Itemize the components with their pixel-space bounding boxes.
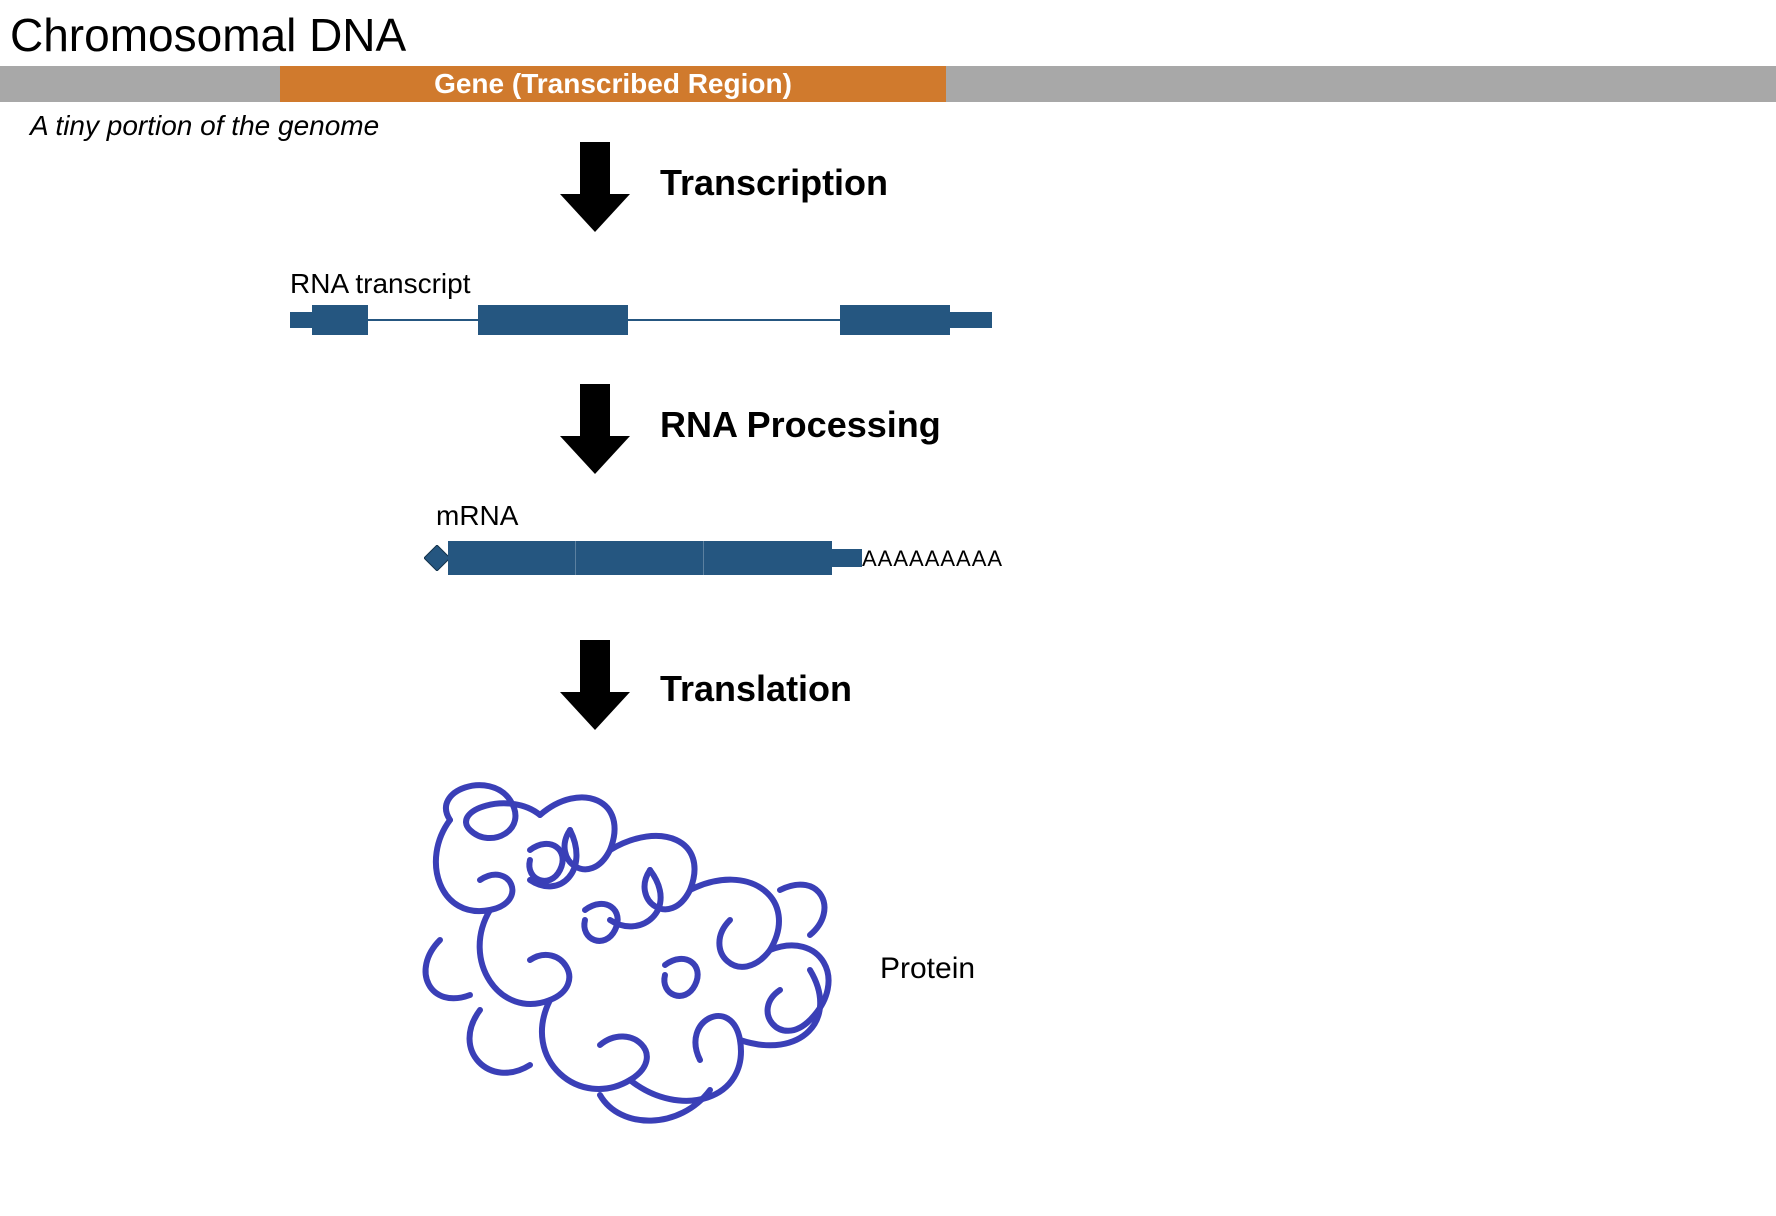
rna-seg bbox=[312, 305, 368, 335]
page-subtitle: A tiny portion of the genome bbox=[30, 110, 379, 142]
step-label-rna-processing: RNA Processing bbox=[660, 404, 941, 446]
rna-transcript-label: RNA transcript bbox=[290, 268, 471, 300]
mrna-seg bbox=[704, 541, 832, 575]
dna-bar-gene: Gene (Transcribed Region) bbox=[280, 66, 946, 102]
mrna-seg bbox=[832, 549, 862, 567]
page-title: Chromosomal DNA bbox=[10, 8, 406, 62]
step-label-translation: Translation bbox=[660, 668, 852, 710]
rna-seg bbox=[628, 319, 840, 321]
arrow-transcription bbox=[560, 142, 630, 243]
mrna-seg bbox=[448, 541, 576, 575]
mrna-cap-icon bbox=[424, 545, 450, 576]
rna-seg bbox=[950, 312, 992, 328]
dna-bar-right-flank bbox=[946, 66, 1776, 102]
rna-seg bbox=[840, 305, 950, 335]
arrow-translation bbox=[560, 640, 630, 741]
mrna-seg bbox=[576, 541, 704, 575]
rna-seg bbox=[368, 319, 478, 321]
dna-bar-left-flank bbox=[0, 66, 280, 102]
arrow-rna-processing bbox=[560, 384, 630, 485]
mrna-polya-tail: AAAAAAAAA bbox=[862, 546, 1003, 572]
protein-ribbon-icon bbox=[380, 760, 860, 1165]
step-label-transcription: Transcription bbox=[660, 162, 888, 204]
mrna-label: mRNA bbox=[436, 500, 518, 532]
rna-seg bbox=[478, 305, 628, 335]
protein-label: Protein bbox=[880, 952, 975, 986]
rna-seg bbox=[290, 312, 312, 328]
